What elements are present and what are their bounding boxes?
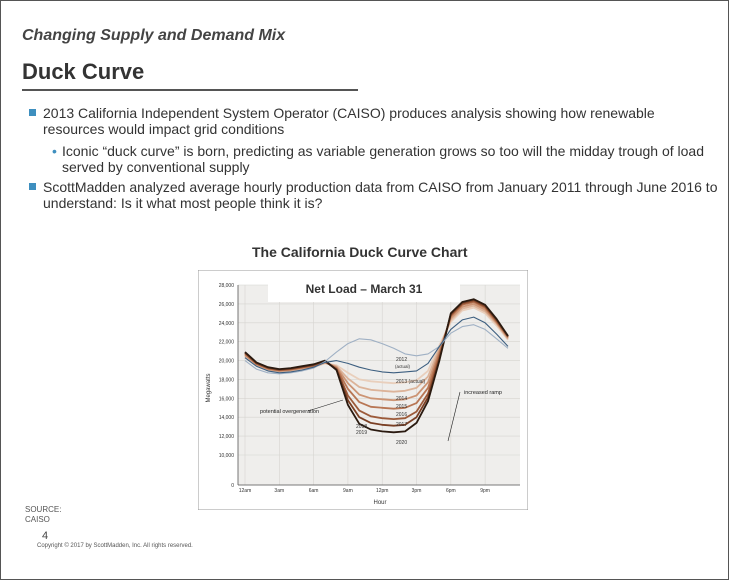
copyright: Copyright © 2017 by ScottMadden, Inc. Al… xyxy=(37,543,193,549)
slide-subtitle: Changing Supply and Demand Mix xyxy=(22,27,286,44)
x-tick-label: 3pm xyxy=(412,488,422,494)
y-tick-label: 18,000 xyxy=(219,377,235,383)
source-note: SOURCE: CAISO xyxy=(25,505,61,525)
y-tick-label: 14,000 xyxy=(219,415,235,421)
label-2019: 2019 xyxy=(356,430,367,436)
label-2017: 2017 xyxy=(396,422,407,428)
label-2012-actual: (actual) xyxy=(395,364,411,369)
y-tick-label: 12,000 xyxy=(219,434,235,440)
y-tick-label: 24,000 xyxy=(219,321,235,327)
x-tick-label: 3am xyxy=(274,488,284,494)
label-2015: 2015 xyxy=(396,404,407,410)
bullet-item: 2013 California Independent System Opera… xyxy=(28,105,718,137)
x-tick-label: 9am xyxy=(343,488,353,494)
y-axis-label: Megawatts xyxy=(206,373,212,402)
x-tick-label: 6pm xyxy=(446,488,456,494)
source-value: CAISO xyxy=(25,515,50,524)
label-2013: 2013 (actual) xyxy=(396,379,426,385)
y-tick-label: 22,000 xyxy=(219,340,235,346)
x-axis-label: Hour xyxy=(373,500,386,506)
series-line-2012 xyxy=(244,324,509,375)
annotation-overgeneration: potential overgeneration xyxy=(260,409,319,415)
bullet-list: 2013 California Independent System Opera… xyxy=(28,105,718,217)
x-tick-label: 12am xyxy=(239,488,252,494)
y-tick-label: 20,000 xyxy=(219,359,235,365)
series-line-2013 xyxy=(244,316,509,374)
slide-title: Duck Curve xyxy=(22,59,145,84)
sub-bullet-text: Iconic “duck curve” is born, predicting … xyxy=(62,143,704,175)
annotation-ramp-arrow xyxy=(447,391,461,442)
x-tick-label: 12pm xyxy=(376,488,389,494)
label-2020: 2020 xyxy=(396,440,407,446)
y-tick-label: 16,000 xyxy=(219,396,235,402)
y-tick-label: 26,000 xyxy=(219,302,235,308)
label-2018: 2018 xyxy=(356,424,367,430)
source-label: SOURCE: xyxy=(25,505,62,514)
label-2014: 2014 xyxy=(396,396,407,402)
annotation-overgeneration-arrow xyxy=(307,399,344,412)
duck-curve-chart: 0 10,000 12,000 14,000 16,000 18,000 20,000 22,… xyxy=(197,269,529,511)
square-bullet-icon xyxy=(29,183,36,190)
label-2012: 2012 xyxy=(396,357,407,363)
chart-title-box xyxy=(268,276,460,302)
y-tick-label: 28,000 xyxy=(219,283,235,289)
plot-area xyxy=(238,285,520,485)
label-2016: 2016 xyxy=(396,412,407,418)
x-tick-label: 6am xyxy=(309,488,319,494)
bullet-item: ScottMadden analyzed average hourly prod… xyxy=(28,179,718,211)
y-tick-label: 10,000 xyxy=(219,453,235,459)
bullet-text: 2013 California Independent System Opera… xyxy=(43,105,655,137)
y-tick-label: 0 xyxy=(231,483,234,489)
chart-svg: 0 10,000 12,000 14,000 16,000 18,000 20,000 22,… xyxy=(197,269,529,511)
chart-title: Net Load – March 31 xyxy=(306,282,423,296)
title-underline xyxy=(22,89,358,91)
x-tick-label: 9pm xyxy=(480,488,490,494)
chart-caption: The California Duck Curve Chart xyxy=(252,244,468,260)
series-line-2020 xyxy=(244,298,509,434)
sub-bullet-item: • Iconic “duck curve” is born, predictin… xyxy=(28,143,718,175)
bullet-text: ScottMadden analyzed average hourly prod… xyxy=(43,179,718,211)
page-number: 4 xyxy=(42,530,49,542)
square-bullet-icon xyxy=(29,109,36,116)
dot-bullet-icon: • xyxy=(52,143,57,159)
annotation-ramp: increased ramp xyxy=(464,390,502,396)
